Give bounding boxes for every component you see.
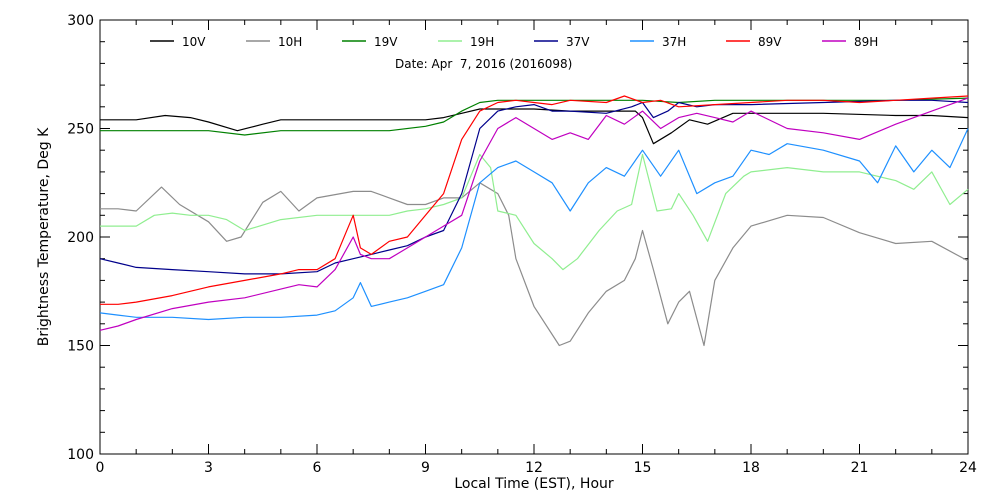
legend-label-10v: 10V: [182, 35, 206, 49]
y-tick-label: 100: [67, 447, 94, 463]
legend-label-37v: 37V: [566, 35, 590, 49]
series-line-10v: [100, 108, 969, 145]
series-line-89h: [99, 97, 969, 331]
x-tick-label: 9: [421, 460, 430, 476]
series-line-19h: [100, 153, 969, 271]
x-tick-label: 0: [96, 460, 105, 476]
x-tick-label: 3: [204, 460, 213, 476]
y-tick-label: 300: [67, 13, 94, 29]
y-axis-title: Brightness Temperature, Deg K: [36, 127, 52, 346]
y-tick-label: 250: [67, 122, 94, 138]
x-tick-label: 12: [525, 460, 543, 476]
legend-label-89h: 89H: [854, 35, 878, 49]
x-tick-label: 15: [634, 460, 652, 476]
series-line-89v: [100, 95, 969, 305]
legend-label-19v: 19V: [374, 35, 398, 49]
legend-label-10h: 10H: [278, 35, 302, 49]
series-lines: [99, 95, 969, 347]
legend-label-37h: 37H: [662, 35, 686, 49]
x-tick-label: 24: [959, 460, 977, 476]
legend-label-19h: 19H: [470, 35, 494, 49]
chart-subtitle: Date: Apr 7, 2016 (2016098): [395, 57, 572, 71]
x-tick-label: 6: [313, 460, 322, 476]
axis-ticks: 0 3 6 9 12 15 18 21 24 100 150 200 250 300: [67, 13, 977, 476]
y-tick-label: 200: [67, 230, 94, 246]
plot-frame: [99, 19, 969, 455]
x-axis-title: Local Time (EST), Hour: [454, 476, 614, 492]
series-line-37v: [99, 99, 969, 275]
y-tick-label: 150: [67, 339, 94, 355]
legend-label-89v: 89V: [758, 35, 782, 49]
series-line-37h: [99, 128, 969, 321]
x-tick-label: 21: [851, 460, 869, 476]
series-line-10h: [100, 182, 969, 347]
series-line-19v: [100, 97, 969, 136]
x-tick-label: 18: [742, 460, 760, 476]
legend: 10V 10H 19V 19H 37V 37H 89V 89H: [150, 35, 878, 49]
